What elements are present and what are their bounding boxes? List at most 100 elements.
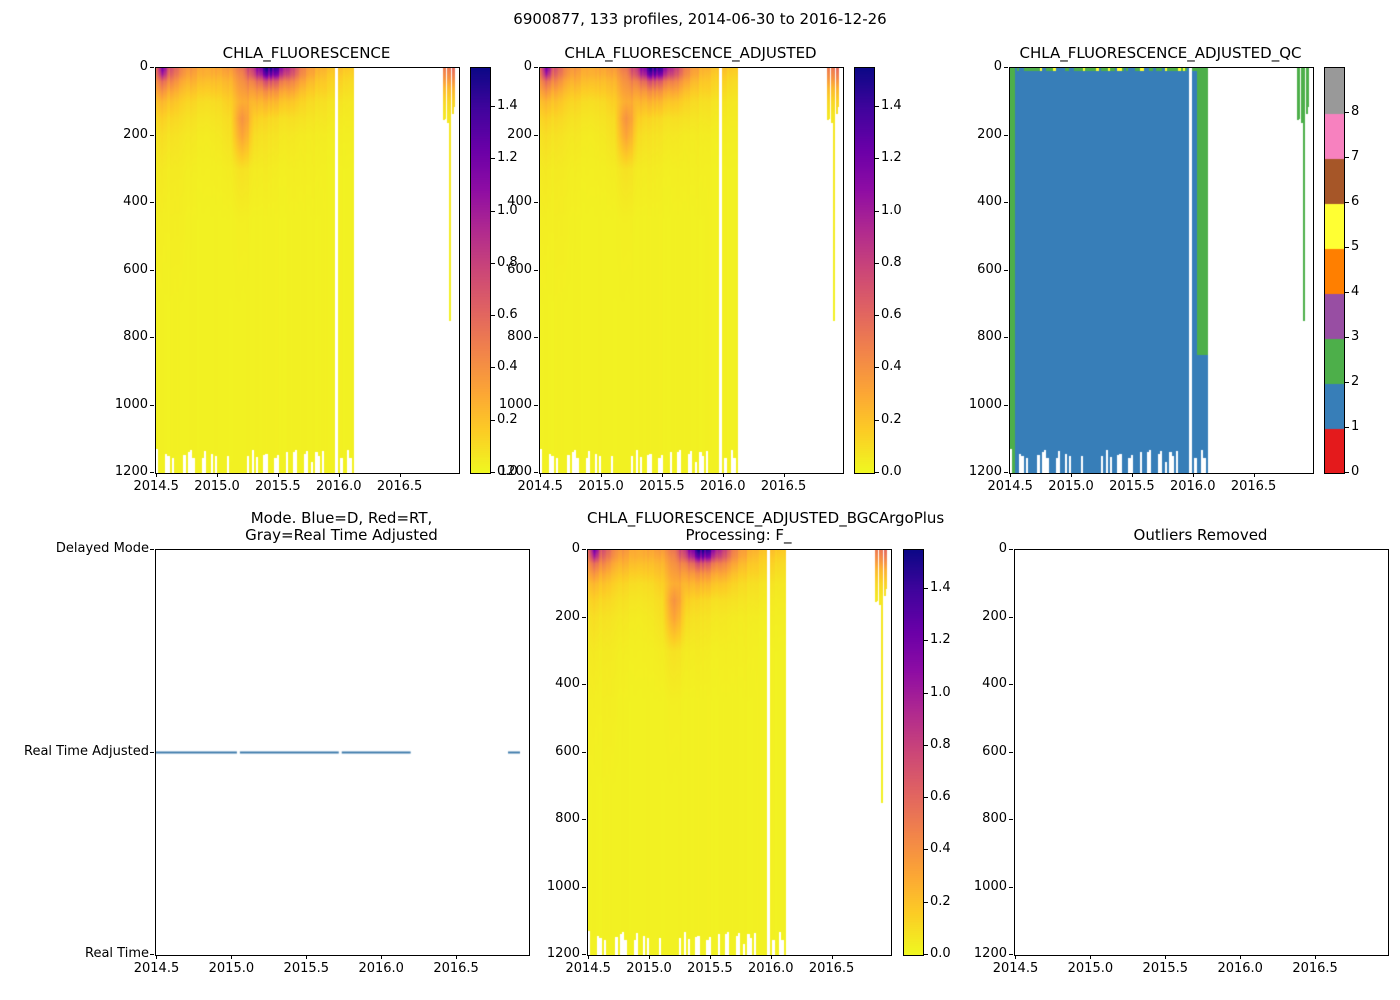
y-tick-label: 200 bbox=[555, 608, 580, 624]
y-tick-mark bbox=[582, 954, 586, 955]
y-tick-label: 200 bbox=[982, 608, 1007, 624]
x-tick-mark bbox=[399, 473, 401, 477]
y-tick-mark bbox=[534, 404, 538, 406]
y-tick-label: 800 bbox=[982, 811, 1007, 826]
colorbar-tick-label: 0.8 bbox=[497, 254, 518, 270]
colorbar-tick-mark bbox=[924, 640, 928, 642]
colorbar-tick-label: 0.6 bbox=[930, 789, 951, 805]
colorbar-tick-mark bbox=[875, 472, 879, 473]
figure-title: 6900877, 133 profiles, 2014-06-30 to 201… bbox=[513, 10, 887, 28]
y-tick-mark bbox=[534, 472, 538, 473]
y-tick-label: 800 bbox=[123, 329, 148, 344]
x-tick-label: 2015.0 bbox=[208, 961, 255, 976]
colorbar-tick-label: 0.0 bbox=[497, 464, 518, 479]
y-tick-mark bbox=[150, 134, 154, 136]
x-tick-label: 2015.0 bbox=[194, 479, 240, 494]
colorbar-tick-mark bbox=[875, 367, 879, 369]
colorbar-tick-mark bbox=[875, 210, 879, 212]
x-tick-mark bbox=[540, 473, 542, 477]
colorbar-tick-mark bbox=[491, 262, 495, 264]
x-tick-label: 2015.5 bbox=[687, 961, 733, 976]
y-tick-label: 1000 bbox=[114, 396, 148, 412]
y-tick-mark bbox=[1009, 549, 1013, 550]
y-tick-mark bbox=[150, 549, 154, 550]
colorbar-tick-mark bbox=[1345, 472, 1349, 473]
y-tick-label: Delayed Mode bbox=[55, 541, 149, 556]
colorbar-tick-label: 1.0 bbox=[497, 202, 518, 218]
x-tick-label: 2015.0 bbox=[1048, 479, 1094, 494]
x-tick-mark bbox=[456, 955, 458, 959]
y-tick-mark bbox=[534, 337, 538, 338]
colorbar-tick-mark bbox=[491, 472, 495, 473]
y-tick-mark bbox=[1009, 819, 1013, 820]
x-tick-label: 2015.5 bbox=[255, 479, 301, 494]
x-tick-label: 2015.5 bbox=[1109, 479, 1155, 494]
x-tick-mark bbox=[277, 473, 279, 477]
y-tick-mark bbox=[582, 549, 586, 550]
y-tick-mark bbox=[1004, 269, 1008, 271]
x-tick-mark bbox=[1090, 955, 1092, 959]
y-tick-label: 0 bbox=[571, 541, 580, 556]
y-tick-label: 400 bbox=[555, 676, 580, 691]
colorbar-tick-label: 0 bbox=[1351, 464, 1360, 479]
x-tick-label: 2016.5 bbox=[760, 479, 807, 494]
colorbar-tick-label: 0.2 bbox=[930, 893, 951, 909]
y-tick-mark bbox=[1004, 67, 1008, 68]
y-tick-label: 200 bbox=[977, 126, 1002, 142]
y-tick-label: 600 bbox=[555, 743, 580, 759]
y-tick-mark bbox=[582, 751, 586, 753]
y-tick-mark bbox=[534, 134, 538, 136]
colorbar-tick-label: 5 bbox=[1351, 239, 1360, 254]
colorbar-tick-label: 1.2 bbox=[881, 150, 902, 166]
colorbar-tick-mark bbox=[1345, 427, 1349, 428]
x-tick-mark bbox=[231, 955, 233, 959]
colorbar-tick-mark bbox=[491, 106, 495, 108]
y-tick-label: 400 bbox=[507, 194, 532, 209]
y-tick-label: 1200 bbox=[498, 464, 532, 479]
colorbar-tick-label: 0.2 bbox=[881, 411, 902, 427]
x-tick-mark bbox=[1131, 473, 1133, 477]
x-tick-mark bbox=[649, 955, 651, 959]
colorbar-tick-mark bbox=[924, 588, 928, 590]
y-tick-mark bbox=[582, 684, 586, 685]
x-tick-mark bbox=[338, 473, 340, 477]
colorbar-tick-label: 0.0 bbox=[881, 464, 902, 479]
x-tick-mark bbox=[1240, 955, 1242, 959]
y-tick-mark bbox=[1009, 954, 1013, 955]
x-tick-label: 2014.5 bbox=[133, 479, 179, 494]
heatmap-chla-fluorescence-adjusted-qc bbox=[1009, 67, 1314, 474]
colorbar-tick-mark bbox=[1345, 157, 1349, 158]
colorbar-tick-label: 0.2 bbox=[497, 411, 518, 427]
x-tick-label: 2014.5 bbox=[987, 479, 1033, 494]
colorbar-tick-label: 1.4 bbox=[930, 580, 951, 596]
y-tick-label: 800 bbox=[555, 811, 580, 826]
x-tick-label: 2015.5 bbox=[639, 479, 685, 494]
x-tick-label: 2015.0 bbox=[626, 961, 672, 976]
x-tick-mark bbox=[601, 473, 603, 477]
colorbar-tick-mark bbox=[491, 419, 495, 421]
x-tick-label: 2016.0 bbox=[699, 479, 746, 494]
y-tick-label: 200 bbox=[123, 126, 148, 142]
colorbar-tick-mark bbox=[491, 158, 495, 160]
x-tick-mark bbox=[661, 473, 663, 477]
y-tick-label: 600 bbox=[507, 261, 532, 277]
y-tick-label: 1000 bbox=[498, 396, 532, 412]
x-tick-mark bbox=[1315, 955, 1317, 959]
subplot-title-mode-line2: Gray=Real Time Adjusted bbox=[245, 526, 438, 544]
y-tick-label: 0 bbox=[523, 59, 532, 74]
colorbar-tick-label: 1.4 bbox=[497, 98, 518, 114]
colorbar-tick-label: 8 bbox=[1351, 104, 1360, 119]
colorbar-tick-label: 1.4 bbox=[881, 98, 902, 114]
x-tick-label: 2014.5 bbox=[133, 961, 180, 976]
colorbar-tick-label: 0.4 bbox=[497, 359, 518, 375]
x-tick-mark bbox=[709, 955, 711, 959]
y-tick-label: 0 bbox=[139, 59, 148, 74]
x-tick-label: 2014.5 bbox=[992, 961, 1039, 976]
colorbar-chla-fluorescence-adjusted bbox=[854, 67, 875, 474]
colorbar-tick-mark bbox=[491, 210, 495, 212]
colorbar-tick-label: 7 bbox=[1351, 149, 1360, 164]
heatmap-chla-fluorescence-adjusted-bgcargoplus bbox=[587, 549, 892, 956]
y-tick-label: 1200 bbox=[114, 464, 148, 479]
colorbar-tick-label: 0.6 bbox=[497, 307, 518, 323]
colorbar-tick-label: 1.0 bbox=[930, 684, 951, 700]
